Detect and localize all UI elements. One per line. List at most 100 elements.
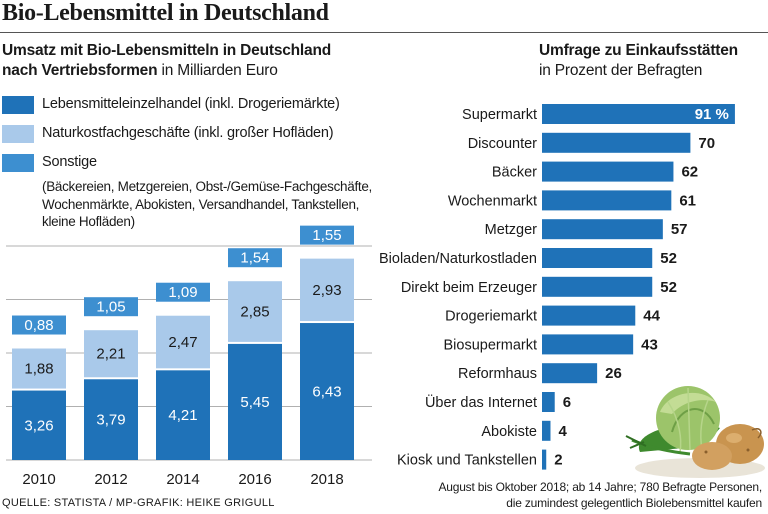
page-title: Bio-Lebensmittel in Deutschland: [2, 0, 329, 26]
bar-segment: [300, 323, 354, 460]
bar: [542, 449, 547, 470]
value-label: 6: [563, 394, 571, 411]
survey-chart-title: Umfrage zu Einkaufsstätten: [539, 42, 738, 59]
category-label: Supermarkt: [462, 107, 537, 123]
category-label: Bäcker: [492, 165, 537, 181]
value-label: 52: [660, 250, 677, 267]
category-label: Biosupermarkt: [444, 337, 537, 353]
value-label: 70: [698, 135, 715, 152]
value-label: 62: [681, 164, 698, 181]
bar: [542, 334, 634, 355]
value-label: 52: [660, 279, 677, 296]
x-tick-label: 2016: [238, 471, 271, 488]
sales-stacked-bar-chart: 3,26 1,88 0,88 2010 3,79 2,21 1,05 2012 4,21 2,47…: [6, 225, 372, 488]
bar-segment: [84, 297, 138, 317]
legend-swatch-organic-stores: [2, 125, 34, 143]
value-label: 2: [554, 452, 562, 469]
data-label: 1,09: [168, 284, 197, 301]
bar-segment: [156, 315, 210, 369]
bar: [542, 248, 653, 268]
footnote-line: die zumindest gelegentlich Biolebensmitt…: [506, 496, 762, 510]
bar-segment: [84, 379, 138, 460]
legend-swatch-other: [2, 154, 34, 172]
legend-note-line: Wochenmärkte, Abokisten, Versandhandel, …: [42, 196, 360, 212]
sales-chart-subtitle: nach Vertriebsformen in Milliarden Euro: [2, 62, 278, 80]
bar: [542, 420, 551, 441]
category-label: Reformhaus: [458, 366, 537, 382]
category-label: Direkt beim Erzeuger: [401, 280, 537, 296]
title-divider: [0, 32, 768, 33]
bar: [542, 305, 636, 326]
data-label: 3,26: [24, 417, 53, 434]
bar: [542, 104, 735, 124]
bar-segment: [228, 281, 282, 342]
category-label: Wochenmarkt: [448, 193, 537, 209]
x-tick-label: 2010: [22, 471, 55, 488]
category-label: Über das Internet: [425, 393, 537, 411]
survey-chart-subtitle: in Prozent der Befragten: [539, 62, 703, 79]
bar-segment: [228, 343, 282, 460]
value-label: 26: [605, 365, 622, 382]
bar-segment: [300, 225, 354, 245]
bar-segment: [228, 248, 282, 268]
legend-label-organic-stores: Naturkostfachgeschäfte (inkl. großer Hof…: [42, 125, 334, 141]
x-tick-label: 2012: [94, 471, 127, 488]
bar: [542, 276, 653, 297]
sales-chart-title: Umsatz mit Bio-Lebensmitteln in Deutschl…: [2, 42, 331, 59]
data-label: 0,88: [24, 317, 53, 334]
value-label: 61: [679, 192, 696, 209]
bar-segment: [156, 370, 210, 460]
bar-segment: [12, 348, 66, 389]
bar-segment: [156, 282, 210, 302]
bar: [542, 363, 598, 384]
data-label: 2,93: [312, 282, 341, 299]
sales-chart-subtitle-bold: nach Vertriebsformen: [2, 62, 158, 79]
data-label: 6,43: [312, 384, 341, 401]
category-label: Bioladen/Naturkostladen: [379, 251, 537, 267]
data-label: 3,79: [96, 412, 125, 429]
category-label: Discounter: [468, 136, 537, 152]
category-label: Metzger: [485, 222, 538, 238]
legend-note-line: kleine Hofläden): [42, 214, 135, 229]
data-label: 2,47: [168, 334, 197, 351]
legend-other-description: (Bäckereien, Metzgereien, Obst-/Gemüse-F…: [42, 178, 372, 231]
footnote-line: August bis Oktober 2018; ab 14 Jahre; 78…: [438, 480, 762, 494]
category-label: Drogeriemarkt: [445, 309, 537, 325]
legend-label-retail: Lebensmitteleinzelhandel (inkl. Drogerie…: [42, 96, 340, 112]
value-label: 4: [558, 423, 567, 440]
legend-swatch-retail: [2, 96, 34, 114]
bar: [542, 190, 672, 211]
bar: [542, 161, 674, 182]
bar-segment: [84, 330, 138, 378]
legend-label-other: Sonstige: [42, 154, 97, 170]
data-label: 2,85: [240, 304, 269, 321]
data-label: 1,54: [240, 250, 269, 267]
value-label: 57: [671, 221, 688, 238]
vegetables-illustration: [625, 386, 765, 478]
value-label: 91 %: [695, 106, 729, 123]
bar: [542, 219, 663, 240]
data-label: 4,21: [168, 407, 197, 424]
bar: [542, 392, 555, 412]
x-tick-label: 2014: [166, 471, 199, 488]
bar: [542, 132, 691, 153]
source-credit: QUELLE: STATISTA / MP-GRAFIK: HEIKE GRIG…: [2, 497, 275, 509]
value-label: 43: [641, 336, 658, 353]
data-label: 1,05: [96, 299, 125, 316]
bar-segment: [12, 315, 66, 335]
data-label: 2,21: [96, 346, 125, 363]
sales-chart-unit: in Milliarden Euro: [161, 62, 278, 79]
category-label: Abokiste: [481, 424, 537, 440]
survey-footnote: August bis Oktober 2018; ab 14 Jahre; 78…: [438, 479, 762, 511]
legend-note-line: (Bäckereien, Metzgereien, Obst-/Gemüse-F…: [42, 179, 373, 194]
x-tick-label: 2018: [310, 471, 343, 488]
bar-segment: [300, 258, 354, 322]
data-label: 1,55: [312, 227, 341, 244]
data-label: 5,45: [240, 394, 269, 411]
data-label: 1,88: [24, 361, 53, 378]
bar-segment: [12, 390, 66, 460]
value-label: 44: [643, 308, 660, 325]
category-label: Kiosk und Tankstellen: [397, 453, 537, 469]
